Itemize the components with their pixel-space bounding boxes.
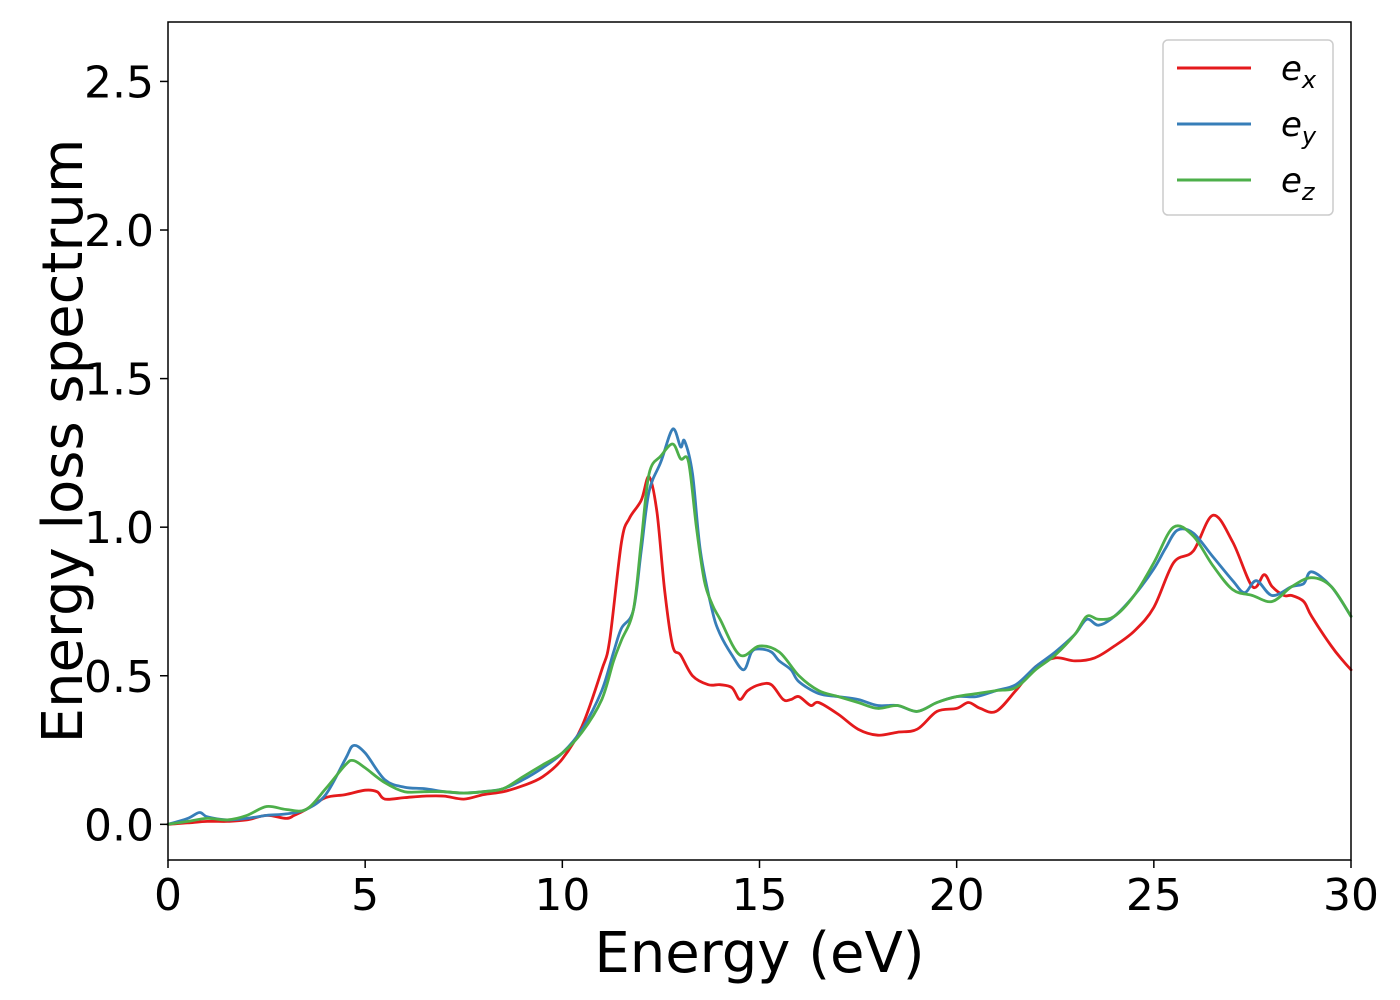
series-line-ex bbox=[166, 475, 1353, 826]
x-tick-label: 0 bbox=[154, 870, 182, 921]
y-tick-label: 2.0 bbox=[84, 206, 154, 257]
series-line-ey bbox=[166, 427, 1353, 826]
x-axis-ticks: 0 5 10 15 20 25 30 bbox=[154, 860, 1379, 921]
x-tick-label: 25 bbox=[1126, 870, 1182, 921]
x-tick-label: 10 bbox=[534, 870, 590, 921]
legend-label-y: ey bbox=[1281, 105, 1317, 150]
y-tick-label: 1.5 bbox=[84, 355, 154, 406]
legend: ex ey ez bbox=[1162, 39, 1334, 216]
legend-label-z: ez bbox=[1281, 161, 1316, 206]
legend-box bbox=[1162, 39, 1334, 216]
y-axis-ticks: 0.0 0.5 1.0 1.5 2.0 2.5 bbox=[84, 57, 168, 851]
legend-label-x: ex bbox=[1281, 49, 1317, 94]
series-layer bbox=[166, 427, 1353, 826]
x-tick-label: 30 bbox=[1323, 870, 1379, 921]
x-tick-label: 15 bbox=[732, 870, 788, 921]
y-tick-label: 1.0 bbox=[84, 503, 154, 554]
y-tick-label: 0.0 bbox=[84, 800, 154, 851]
x-tick-label: 5 bbox=[351, 870, 379, 921]
x-tick-label: 20 bbox=[929, 870, 985, 921]
x-axis-label: Energy (eV) bbox=[594, 921, 924, 986]
y-axis-label: Energy loss spectrum bbox=[31, 139, 96, 744]
y-tick-label: 2.5 bbox=[84, 57, 154, 108]
y-tick-label: 0.5 bbox=[84, 652, 154, 703]
series-line-ez bbox=[166, 442, 1353, 826]
